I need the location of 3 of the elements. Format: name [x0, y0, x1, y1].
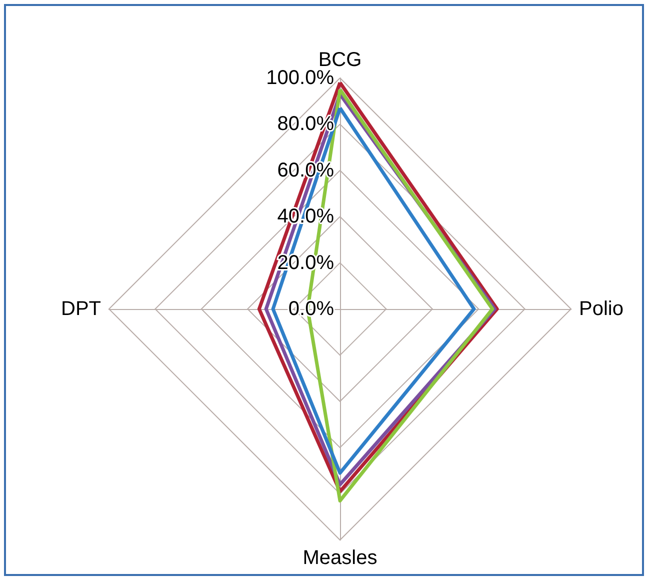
- spoke-label: Polio: [579, 298, 624, 320]
- spoke-label: Measles: [302, 547, 378, 569]
- spoke-label: DPT: [61, 298, 101, 320]
